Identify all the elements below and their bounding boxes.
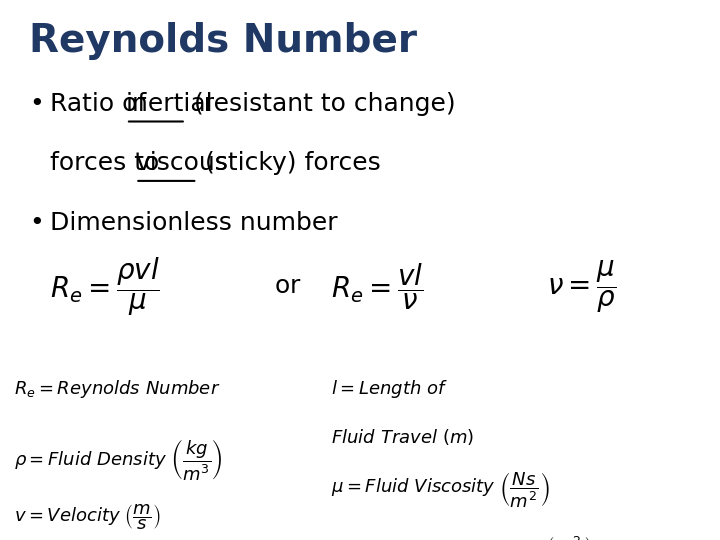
Text: •: • bbox=[29, 211, 43, 234]
Text: (resistant to change): (resistant to change) bbox=[186, 92, 455, 116]
Text: $\nu = \dfrac{\mu}{\rho}$: $\nu = \dfrac{\mu}{\rho}$ bbox=[547, 258, 616, 314]
Text: Reynolds Number: Reynolds Number bbox=[29, 22, 417, 59]
Text: $R_e = Reynolds\ Number$: $R_e = Reynolds\ Number$ bbox=[14, 378, 221, 400]
Text: $R_e = \dfrac{\rho v l}{\mu}$: $R_e = \dfrac{\rho v l}{\mu}$ bbox=[50, 255, 161, 318]
Text: forces to: forces to bbox=[50, 151, 168, 175]
Text: $\mu = Fluid\ Viscosity\ \left(\dfrac{Ns}{m^2}\right)$: $\mu = Fluid\ Viscosity\ \left(\dfrac{Ns… bbox=[331, 470, 550, 509]
Text: $\rho = Fluid\ Density\ \left(\dfrac{kg}{m^3}\right)$: $\rho = Fluid\ Density\ \left(\dfrac{kg}… bbox=[14, 437, 223, 482]
Text: Ratio of: Ratio of bbox=[50, 92, 155, 116]
Text: $l = Length\ of$: $l = Length\ of$ bbox=[331, 378, 448, 400]
Text: •: • bbox=[29, 92, 43, 116]
Text: $Fluid\ Travel\ (m)$: $Fluid\ Travel\ (m)$ bbox=[331, 427, 474, 447]
Text: $\nu = Kinematic\ Viscosity\ \left(\dfrac{m^2}{s}\right)$: $\nu = Kinematic\ Viscosity\ \left(\dfra… bbox=[331, 535, 593, 540]
Text: inertial: inertial bbox=[126, 92, 214, 116]
Text: $R_e = \dfrac{vl}{\nu}$: $R_e = \dfrac{vl}{\nu}$ bbox=[331, 261, 423, 312]
Text: $\mathrm{or}$: $\mathrm{or}$ bbox=[274, 274, 301, 298]
Text: $v = Velocity\ \left(\dfrac{m}{s}\right)$: $v = Velocity\ \left(\dfrac{m}{s}\right)… bbox=[14, 502, 161, 532]
Text: (sticky) forces: (sticky) forces bbox=[197, 151, 381, 175]
Text: viscous: viscous bbox=[135, 151, 228, 175]
Text: Dimensionless number: Dimensionless number bbox=[50, 211, 338, 234]
